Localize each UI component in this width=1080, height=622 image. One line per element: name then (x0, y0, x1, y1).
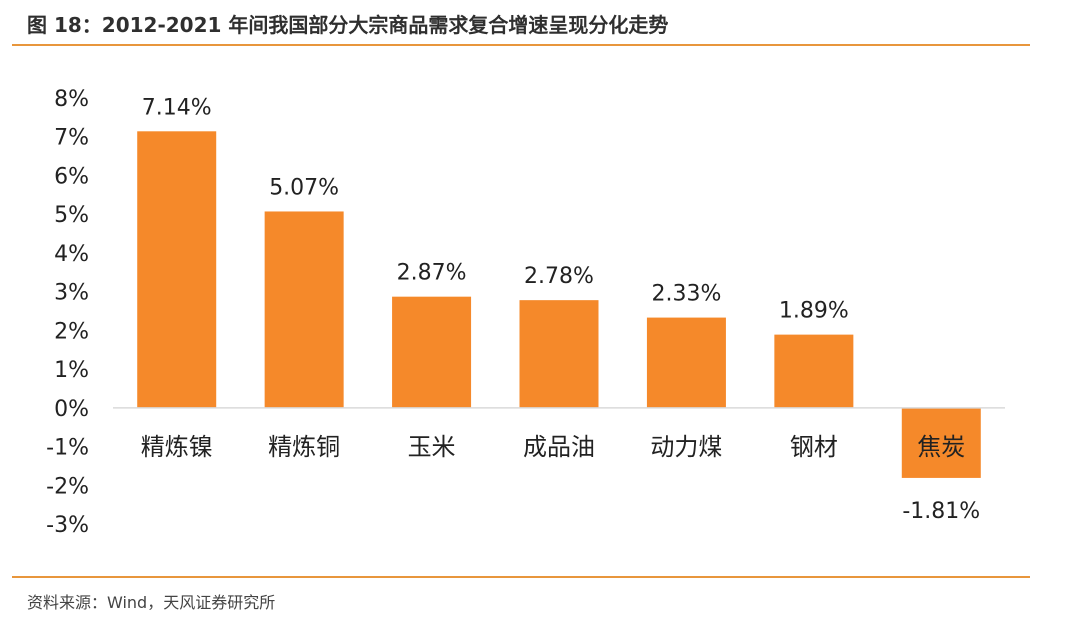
y-tick-label: 3% (54, 281, 89, 306)
category-label: 动力煤 (650, 433, 722, 461)
y-tick-label: -2% (46, 474, 89, 499)
y-tick-label: 2% (54, 319, 89, 344)
y-tick-label: 8% (54, 87, 89, 112)
data-label: -1.81% (902, 499, 980, 524)
y-axis-tick-labels: 8% 7% 6% 5% 4% 3% 2% 1% 0% -1% -2% -3% (46, 87, 89, 538)
category-label: 焦炭 (917, 433, 965, 461)
category-label: 精炼铜 (268, 433, 340, 461)
source-divider (12, 576, 1030, 578)
data-label: 5.07% (269, 175, 339, 200)
value-labels: 7.14% 5.07% 2.87% 2.78% 2.33% 1.89% -1.81% (142, 95, 980, 524)
title-divider (12, 44, 1030, 46)
category-label: 钢材 (790, 433, 838, 461)
bar (901, 407, 981, 478)
bar (774, 334, 854, 408)
category-label: 精炼镍 (141, 433, 213, 461)
data-label: 2.33% (651, 282, 721, 307)
y-tick-label: 4% (54, 242, 89, 267)
data-label: 7.14% (142, 95, 212, 120)
y-tick-label: 1% (54, 358, 89, 383)
figure-title: 图 18：2012-2021 年间我国部分大宗商品需求复合增速呈现分化走势 (27, 13, 669, 37)
category-label: 成品油 (523, 433, 595, 461)
data-label: 1.89% (779, 299, 849, 324)
y-tick-label: 7% (54, 126, 89, 151)
category-label: 玉米 (408, 433, 456, 461)
bar (137, 131, 217, 408)
source-note: 资料来源：Wind，天风证券研究所 (27, 593, 276, 612)
bar (264, 211, 344, 408)
y-tick-label: 0% (54, 397, 89, 422)
bar (519, 300, 599, 408)
bar (392, 296, 472, 408)
y-tick-label: 6% (54, 164, 89, 189)
bar (646, 317, 726, 408)
y-tick-label: -3% (46, 513, 89, 538)
category-labels: 精炼镍 精炼铜 玉米 成品油 动力煤 钢材 焦炭 (141, 433, 966, 461)
data-label: 2.87% (397, 261, 467, 286)
y-tick-label: 5% (54, 203, 89, 228)
y-tick-label: -1% (46, 436, 89, 461)
data-label: 2.78% (524, 264, 594, 289)
bars-group (137, 131, 981, 478)
